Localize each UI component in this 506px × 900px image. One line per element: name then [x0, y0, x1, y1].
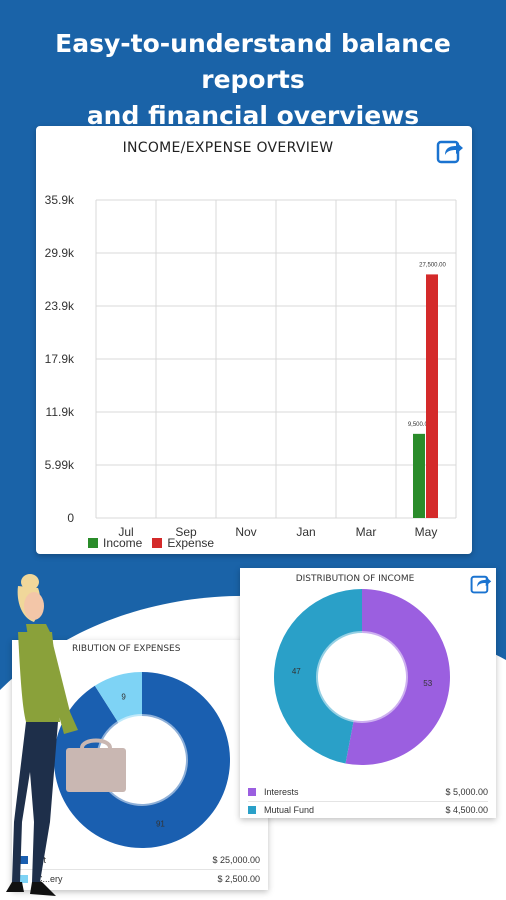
bar-chart: 0 5.99k 11.9k 17.9k 23.9k 29.9k 35.9k Jul Sep Nov…	[45, 193, 457, 539]
legend-name-expense-1: C...ery	[36, 874, 63, 884]
legend-income: Income	[88, 536, 142, 550]
income-donut-chart: 53 47	[273, 589, 450, 765]
legend-amount-income-0: $ 5,000.00	[445, 787, 488, 797]
y-tick-label: 5.99k	[45, 458, 75, 472]
income-card-title: DISTRIBUTION OF INCOME	[295, 574, 415, 584]
chart-title: INCOME/EXPENSE OVERVIEW	[122, 140, 334, 156]
pie-slice-label: 47	[292, 667, 301, 676]
bar-expense	[426, 274, 438, 518]
legend-row-expense-1[interactable]: C...ery $ 2,500.00	[20, 871, 260, 887]
pie-slice-label: 91	[156, 819, 165, 828]
legend-label-expense: Expense	[167, 536, 215, 550]
x-tick-label: Nov	[235, 525, 256, 539]
legend-swatch-expense	[152, 538, 163, 548]
expense-card-title: RIBUTION OF EXPENSES	[72, 644, 181, 654]
legend-amount-income-1: $ 4,500.00	[445, 805, 488, 815]
y-tick-label: 17.9k	[45, 352, 75, 366]
donut-inner-ring	[316, 631, 408, 723]
hero-line-1: Easy-to-understand balance reports	[55, 29, 451, 94]
y-tick-label: 29.9k	[45, 246, 75, 260]
y-tick-label: 23.9k	[45, 299, 75, 313]
legend-swatch-income	[88, 538, 98, 548]
chart-legend: Income Expense	[88, 536, 214, 550]
y-tick-label: 0	[67, 511, 74, 525]
legend-dot-expense-1	[20, 875, 28, 883]
y-tick-label: 35.9k	[45, 193, 75, 207]
x-tick-label: Sep	[175, 525, 197, 539]
legend-dot-expense-0	[20, 856, 28, 864]
share-icon[interactable]	[436, 136, 464, 164]
hero-headline: Easy-to-understand balance reports and f…	[0, 26, 506, 134]
x-tick-label: May	[415, 525, 438, 539]
legend-row-income-1[interactable]: Mutual Fund $ 4,500.00	[248, 802, 488, 818]
hero-line-2: and financial overviews	[86, 101, 420, 130]
legend-amount-expense-1: $ 2,500.00	[217, 874, 260, 884]
y-tick-label: 11.9k	[46, 405, 75, 419]
bar-income	[413, 433, 425, 518]
legend-dot-income-0	[248, 788, 256, 796]
row-divider	[20, 869, 260, 870]
bar-value-label: 27,500.00	[419, 262, 446, 268]
bar-value-label: 9,500.00	[408, 422, 432, 428]
legend-row-income-0[interactable]: Interests $ 5,000.00	[248, 784, 488, 800]
pie-slice[interactable]	[54, 672, 231, 848]
income-expense-card: INCOME/EXPENSE OVERVIEW 0 5.99k 11.9k 17.9k…	[36, 126, 472, 554]
legend-name-income-1: Mutual Fund	[264, 805, 315, 815]
x-tick-label: Jul	[118, 525, 133, 539]
x-tick-label: Mar	[356, 525, 377, 539]
legend-amount-expense-0: $ 25,000.00	[212, 855, 260, 865]
legend-name-income-0: Interests	[264, 787, 299, 797]
income-distribution-card: DISTRIBUTION OF INCOME 53 47 Interests $ …	[240, 568, 496, 818]
legend-label-income: Income	[103, 536, 143, 550]
legend-dot-income-1	[248, 806, 256, 814]
legend-expense: Expense	[152, 536, 214, 550]
share-icon[interactable]	[470, 572, 492, 594]
row-divider	[248, 801, 488, 802]
pie-slice[interactable]	[94, 672, 142, 723]
person-illustration	[6, 574, 126, 896]
x-tick-label: Jan	[296, 525, 315, 539]
pie-slice-label: 53	[423, 679, 432, 688]
pie-slice-label: 9	[121, 693, 126, 702]
